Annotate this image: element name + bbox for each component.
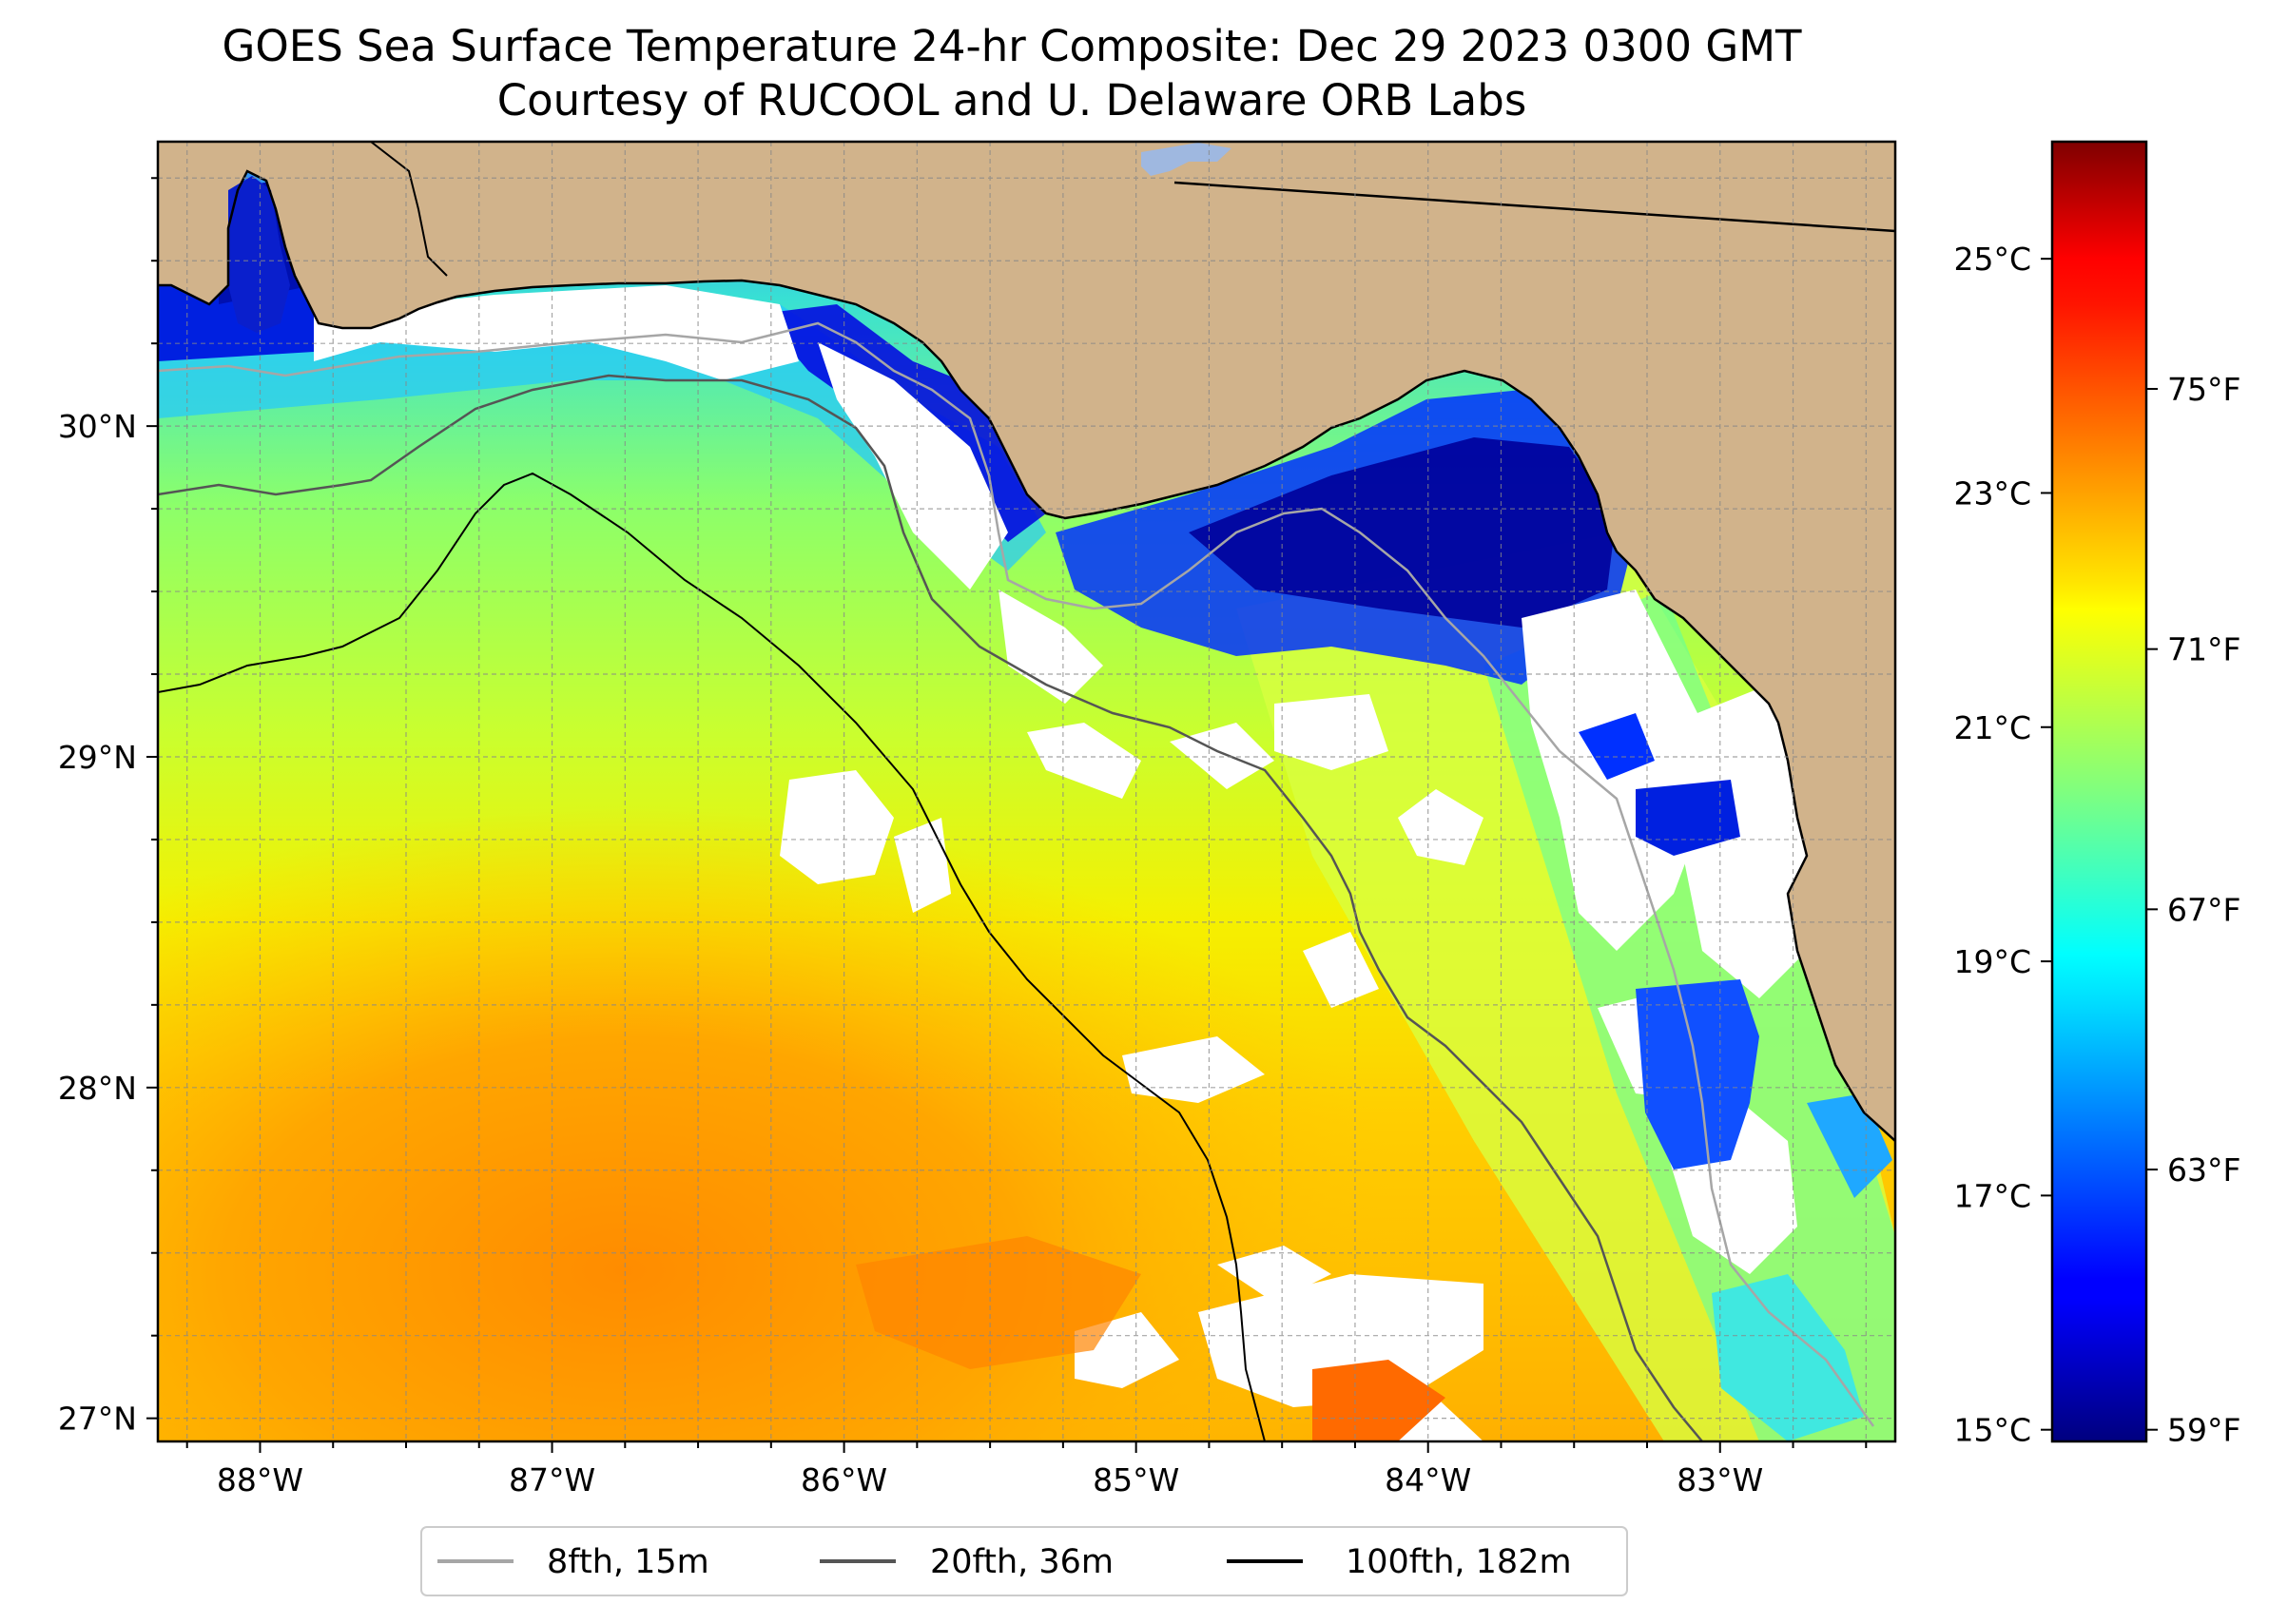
coastline bbox=[158, 169, 1895, 1142]
isobath-36m bbox=[158, 374, 1703, 1441]
state-border bbox=[1173, 181, 1895, 233]
legend-label-15m: 8fth, 15m bbox=[547, 1543, 709, 1581]
legend-box bbox=[420, 1526, 1628, 1596]
land-mass bbox=[158, 142, 1895, 1441]
lon-tick-label: 86°W bbox=[801, 1461, 887, 1498]
colorbar-frame bbox=[2050, 140, 2148, 1443]
gridlines bbox=[158, 142, 1895, 1441]
cold-pocket bbox=[1636, 780, 1740, 856]
isobath-15m bbox=[158, 321, 1875, 1427]
isobath-182m bbox=[158, 472, 1266, 1441]
legend-label-182m: 100fth, 182m bbox=[1346, 1543, 1572, 1581]
legend: 8fth, 15m 20fth, 36m 100fth, 182m bbox=[420, 1526, 1628, 1596]
state-border-west bbox=[370, 142, 448, 277]
big-bend-coldest-water bbox=[1189, 437, 1617, 628]
mobile-bay bbox=[228, 176, 290, 333]
cool-pocket bbox=[1712, 1274, 1864, 1441]
sst-map-panel bbox=[158, 142, 1895, 1441]
cold-pocket bbox=[1579, 713, 1655, 780]
lon-tick-label: 88°W bbox=[217, 1461, 303, 1498]
celsius-tick-label: 21°C bbox=[1953, 709, 2031, 746]
colorbar-fahrenheit-axis: 59°F 63°F 67°F 71°F 75°F bbox=[2146, 371, 2240, 1449]
colorbar-celsius-axis: 15°C 17°C 19°C 21°C 23°C 25°C bbox=[1953, 241, 2052, 1449]
title-line1: GOES Sea Surface Temperature 24-hr Compo… bbox=[222, 21, 1802, 71]
colorbar bbox=[2052, 142, 2146, 1441]
fahrenheit-tick-label: 75°F bbox=[2167, 371, 2240, 408]
lon-tick-label: 84°W bbox=[1385, 1461, 1471, 1498]
longitude-axis: 88°W 87°W 86°W 85°W 84°W 83°W bbox=[185, 1441, 1868, 1498]
celsius-tick-label: 23°C bbox=[1953, 474, 2031, 512]
fahrenheit-tick-label: 59°F bbox=[2167, 1412, 2240, 1449]
lon-tick-label: 85°W bbox=[1093, 1461, 1179, 1498]
title-line2: Courtesy of RUCOOL and U. Delaware ORB L… bbox=[497, 75, 1527, 126]
legend-label-36m: 20fth, 36m bbox=[930, 1543, 1114, 1581]
warm-pocket bbox=[1312, 1360, 1445, 1441]
lon-tick-label: 87°W bbox=[509, 1461, 595, 1498]
fahrenheit-tick-label: 63°F bbox=[2167, 1151, 2240, 1189]
map-frame bbox=[156, 140, 1897, 1443]
lat-tick-label: 30°N bbox=[58, 408, 137, 445]
latitude-axis: 27°N 28°N 29°N 30°N bbox=[58, 177, 158, 1438]
celsius-tick-label: 19°C bbox=[1953, 943, 2031, 980]
celsius-tick-label: 25°C bbox=[1953, 241, 2031, 278]
celsius-tick-label: 17°C bbox=[1953, 1177, 2031, 1214]
lat-tick-label: 28°N bbox=[58, 1070, 137, 1107]
fahrenheit-tick-label: 67°F bbox=[2167, 891, 2240, 928]
celsius-tick-label: 15°C bbox=[1953, 1412, 2031, 1449]
lat-tick-label: 29°N bbox=[58, 739, 137, 776]
fahrenheit-tick-label: 71°F bbox=[2167, 631, 2240, 668]
lon-tick-label: 83°W bbox=[1677, 1461, 1763, 1498]
lat-tick-label: 27°N bbox=[58, 1401, 137, 1438]
